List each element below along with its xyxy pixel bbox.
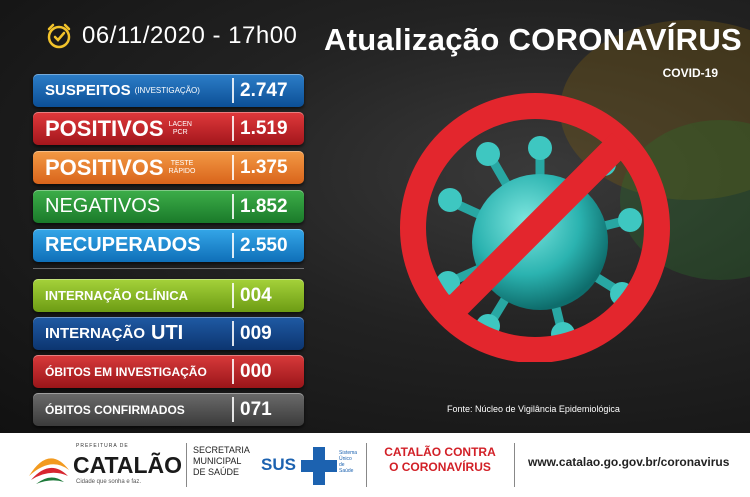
campaign-text: CATALÃO CONTRA O CORONAVÍRUS xyxy=(384,445,496,474)
bar-separator xyxy=(232,78,234,103)
logo-city-name: CATALÃO xyxy=(73,452,183,478)
internacao-clinica-value: 004 xyxy=(240,284,272,306)
sus-cross-icon xyxy=(301,447,337,485)
catalao-sun-logo-icon xyxy=(29,458,69,484)
prefeitura-logo: PREFEITURA DE CATALÃO Cidade que sonha e… xyxy=(26,440,182,490)
bar-separator xyxy=(232,397,234,422)
page-subtitle: COVID-19 xyxy=(662,66,718,80)
update-datetime: 06/11/2020 - 17h00 xyxy=(82,22,298,49)
data-source: Fonte: Núcleo de Vigilância Epidemiológi… xyxy=(447,404,620,414)
internacao-clinica-label: INTERNAÇÃO CLÍNICA xyxy=(45,288,188,303)
obitos-investigacao-label: ÓBITOS EM INVESTIGAÇÃO xyxy=(45,364,207,379)
suspeitos-label: SUSPEITOS xyxy=(45,82,131,99)
negativos-label: NEGATIVOS xyxy=(45,195,161,217)
internacao-uti-value: 009 xyxy=(240,322,272,344)
positivos-lacen-label: POSITIVOS xyxy=(45,115,164,141)
recuperados-value: 2.550 xyxy=(240,234,288,256)
positivos-teste-bar: POSITIVOS TESTE RÁPIDO 1.375 xyxy=(33,151,304,184)
obitos-investigacao-bar: ÓBITOS EM INVESTIGAÇÃO 000 xyxy=(33,355,304,388)
footer-separator xyxy=(366,443,367,487)
recuperados-bar: RECUPERADOS 2.550 xyxy=(33,229,304,262)
sus-logo: SUS Sistema Único de Saúde xyxy=(261,447,361,485)
logo-slogan: Cidade que sonha e faz. xyxy=(76,479,142,485)
negativos-value: 1.852 xyxy=(240,195,288,217)
internacao-uti-label: INTERNAÇÃO xyxy=(45,325,145,342)
website-link[interactable]: www.catalao.go.gov.br/coronavirus xyxy=(528,455,730,469)
obitos-confirmados-value: 071 xyxy=(240,398,272,420)
sus-text: SUS xyxy=(261,455,296,474)
obitos-confirmados-bar: ÓBITOS CONFIRMADOS 071 xyxy=(33,393,304,426)
footer: PREFEITURA DE CATALÃO Cidade que sonha e… xyxy=(0,433,750,497)
suspeitos-note: (INVESTIGAÇÃO) xyxy=(134,85,200,95)
main-panel: 06/11/2020 - 17h00 Atualização CORONAVÍR… xyxy=(0,0,750,433)
prohibition-sign-icon xyxy=(400,93,670,362)
footer-separator xyxy=(514,443,515,487)
obitos-confirmados-label: ÓBITOS CONFIRMADOS xyxy=(45,402,185,417)
suspeitos-value: 2.747 xyxy=(240,79,288,101)
obitos-investigacao-value: 000 xyxy=(240,360,272,382)
footer-separator xyxy=(186,443,187,487)
page-title: Atualização CORONAVÍRUS xyxy=(324,22,742,57)
positivos-lacen-value: 1.519 xyxy=(240,117,288,139)
alarm-clock-icon xyxy=(47,23,71,49)
bar-separator xyxy=(232,155,234,180)
logo-prefeitura-text: PREFEITURA DE xyxy=(76,443,129,449)
sus-caption: Sistema Único de Saúde xyxy=(339,450,358,474)
bar-separator xyxy=(232,359,234,384)
positivos-lacen-note: LACEN PCR xyxy=(168,120,192,136)
positivos-teste-label: POSITIVOS xyxy=(45,154,164,180)
negativos-bar: NEGATIVOS 1.852 xyxy=(33,190,304,223)
date-row: 06/11/2020 - 17h00 xyxy=(46,22,297,50)
stats-divider xyxy=(33,268,304,269)
positivos-teste-value: 1.375 xyxy=(240,156,288,178)
virus-prohibition-graphic xyxy=(400,93,670,362)
bar-separator xyxy=(232,321,234,346)
internacao-uti-label-uti: UTI xyxy=(151,322,184,344)
internacao-clinica-bar: INTERNAÇÃO CLÍNICA 004 xyxy=(33,279,304,312)
bar-separator xyxy=(232,233,234,258)
recuperados-label: RECUPERADOS xyxy=(45,234,201,256)
positivos-lacen-bar: POSITIVOS LACEN PCR 1.519 xyxy=(33,112,304,145)
bar-separator xyxy=(232,116,234,141)
bar-separator xyxy=(232,283,234,308)
bar-separator xyxy=(232,194,234,219)
suspeitos-bar: SUSPEITOS (INVESTIGAÇÃO) 2.747 xyxy=(33,74,304,107)
secretaria-text: SECRETARIA MUNICIPAL DE SAÚDE xyxy=(193,445,250,477)
internacao-uti-bar: INTERNAÇÃO UTI 009 xyxy=(33,317,304,350)
positivos-teste-note: TESTE RÁPIDO xyxy=(168,159,196,175)
